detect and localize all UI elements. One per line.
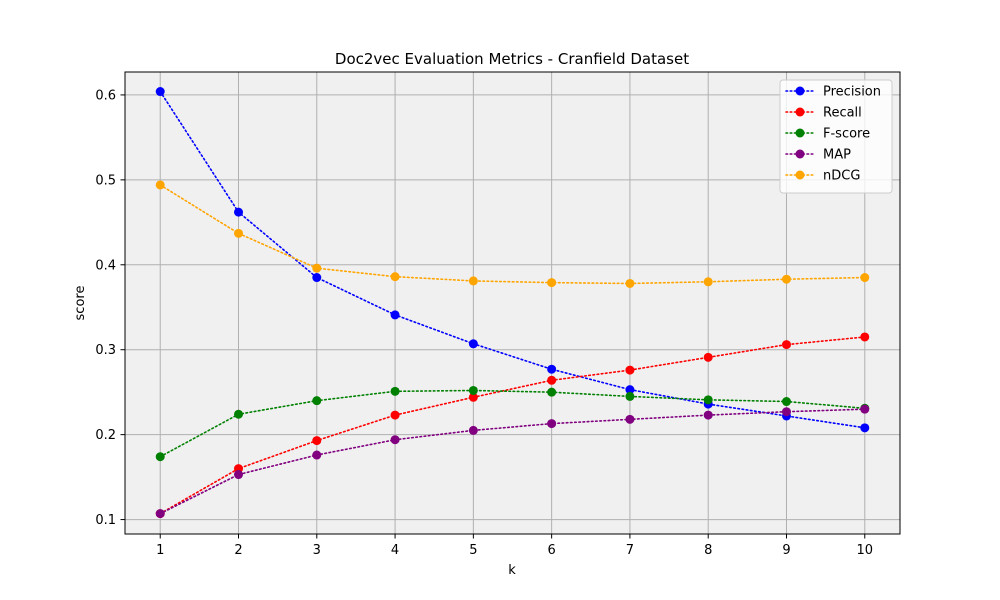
data-point-map	[390, 435, 400, 445]
legend-marker	[795, 86, 805, 96]
data-point-f-score	[234, 409, 244, 419]
legend-marker	[795, 128, 805, 138]
data-point-recall	[781, 340, 791, 350]
axes-frame	[124, 71, 901, 535]
legend-label: MAP	[823, 148, 851, 163]
data-point-precision	[468, 339, 478, 349]
data-point-map	[468, 425, 478, 435]
series-line-precision	[159, 90, 866, 429]
y-tick-label: 0.4	[95, 258, 116, 273]
data-point-f-score	[781, 397, 791, 407]
data-point-precision	[234, 207, 244, 217]
legend-item-ndcg: nDCG	[785, 169, 860, 184]
x-tick-label: 3	[313, 543, 321, 558]
x-tick-label: 8	[704, 543, 712, 558]
series-group	[155, 87, 870, 519]
x-tick-label: 4	[391, 543, 399, 558]
data-point-ndcg	[703, 277, 713, 287]
data-point-recall	[390, 410, 400, 420]
data-point-recall	[547, 375, 557, 385]
legend-marker	[795, 107, 805, 117]
legend-marker	[795, 170, 805, 180]
legend-item-recall: Recall	[785, 106, 862, 121]
legend-item-precision: Precision	[785, 85, 881, 100]
data-point-f-score	[468, 385, 478, 395]
series-line-map	[159, 408, 866, 515]
legend-marker	[795, 149, 805, 159]
data-point-precision	[860, 423, 870, 433]
data-point-ndcg	[860, 273, 870, 283]
data-point-ndcg	[468, 276, 478, 286]
data-point-f-score	[155, 452, 165, 462]
data-point-map	[155, 509, 165, 519]
data-point-recall	[703, 352, 713, 362]
data-point-map	[625, 414, 635, 424]
data-point-precision	[155, 87, 165, 97]
y-tick-label: 0.5	[95, 173, 116, 188]
y-axis-label: score	[73, 286, 88, 321]
y-tick-label: 0.2	[95, 428, 116, 443]
data-point-precision	[547, 364, 557, 374]
data-point-map	[547, 419, 557, 429]
series-map	[155, 404, 870, 519]
x-tick-label: 7	[626, 543, 634, 558]
data-point-f-score	[703, 395, 713, 405]
x-tick-label: 10	[856, 543, 873, 558]
legend-label: Recall	[823, 106, 862, 121]
data-point-recall	[860, 332, 870, 342]
legend-box	[779, 79, 893, 194]
data-point-map	[312, 450, 322, 460]
data-point-ndcg	[234, 228, 244, 238]
data-point-precision	[390, 310, 400, 320]
data-point-ndcg	[547, 278, 557, 288]
x-tick-label: 5	[469, 543, 477, 558]
chart-title: Doc2vec Evaluation Metrics - Cranfield D…	[335, 50, 689, 68]
data-point-map	[860, 404, 870, 414]
data-point-ndcg	[155, 180, 165, 190]
data-point-precision	[312, 273, 322, 283]
y-tick-label: 0.1	[95, 513, 116, 528]
data-point-map	[781, 407, 791, 417]
series-line-recall	[159, 336, 866, 515]
legend-label: nDCG	[823, 169, 860, 184]
data-point-precision	[625, 385, 635, 395]
x-tick-label: 9	[782, 543, 790, 558]
data-point-recall	[625, 365, 635, 375]
data-point-recall	[468, 392, 478, 402]
series-line-ndcg	[159, 184, 866, 285]
legend-item-map: MAP	[785, 148, 851, 163]
x-tick-label: 6	[548, 543, 556, 558]
data-point-ndcg	[390, 272, 400, 282]
series-ndcg	[155, 180, 870, 288]
x-axis: 1 2 3 4 5 6 7 8 9 10	[156, 534, 873, 558]
data-point-f-score	[390, 386, 400, 396]
data-point-ndcg	[312, 263, 322, 273]
data-point-ndcg	[781, 274, 791, 284]
data-point-recall	[312, 436, 322, 446]
legend: Precision Recall F-score MAP nDCG	[779, 79, 893, 194]
legend-item-f-score: F-score	[785, 127, 870, 142]
legend-label: F-score	[823, 127, 870, 142]
y-tick-label: 0.6	[95, 88, 116, 103]
x-axis-label: k	[508, 563, 516, 578]
x-tick-label: 1	[156, 543, 164, 558]
legend-label: Precision	[823, 85, 881, 100]
y-tick-label: 0.3	[95, 343, 116, 358]
data-point-ndcg	[625, 278, 635, 288]
data-point-f-score	[625, 391, 635, 401]
y-axis: 0.1 0.2 0.3 0.4 0.5 0.6	[95, 88, 125, 528]
data-point-map	[234, 470, 244, 480]
series-line-f-score	[159, 389, 866, 458]
data-point-map	[703, 410, 713, 420]
data-point-f-score	[547, 387, 557, 397]
x-tick-label: 2	[234, 543, 242, 558]
data-point-f-score	[312, 396, 322, 406]
series-precision	[155, 87, 870, 433]
plot-area	[125, 72, 900, 534]
